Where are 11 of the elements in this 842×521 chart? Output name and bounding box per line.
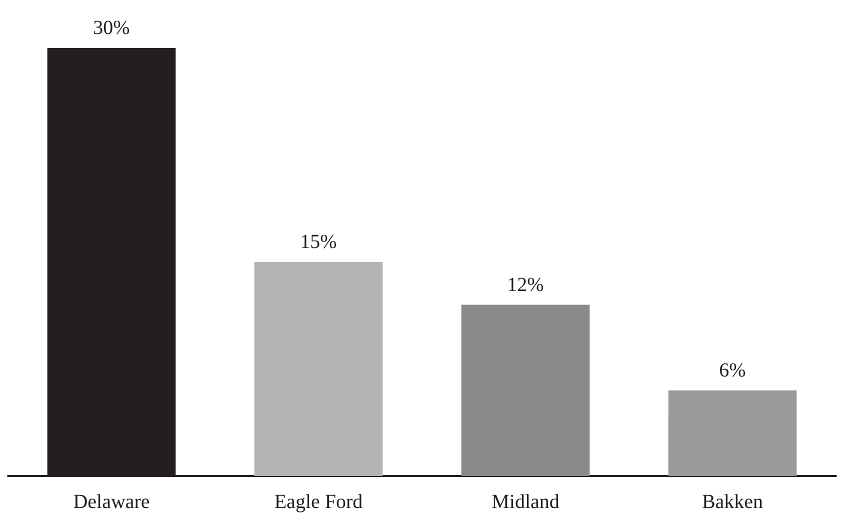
bar <box>254 262 383 476</box>
bar <box>461 304 590 476</box>
bar <box>668 390 797 476</box>
data-label: 30% <box>93 17 130 39</box>
x-tick-label: Bakken <box>702 491 764 513</box>
x-tick-label: Midland <box>492 491 560 513</box>
data-label: 12% <box>507 274 544 296</box>
data-label: 15% <box>300 231 337 253</box>
x-tick-label: Eagle Ford <box>274 491 363 513</box>
x-tick-label: Delaware <box>73 491 150 513</box>
data-label: 6% <box>719 359 746 382</box>
